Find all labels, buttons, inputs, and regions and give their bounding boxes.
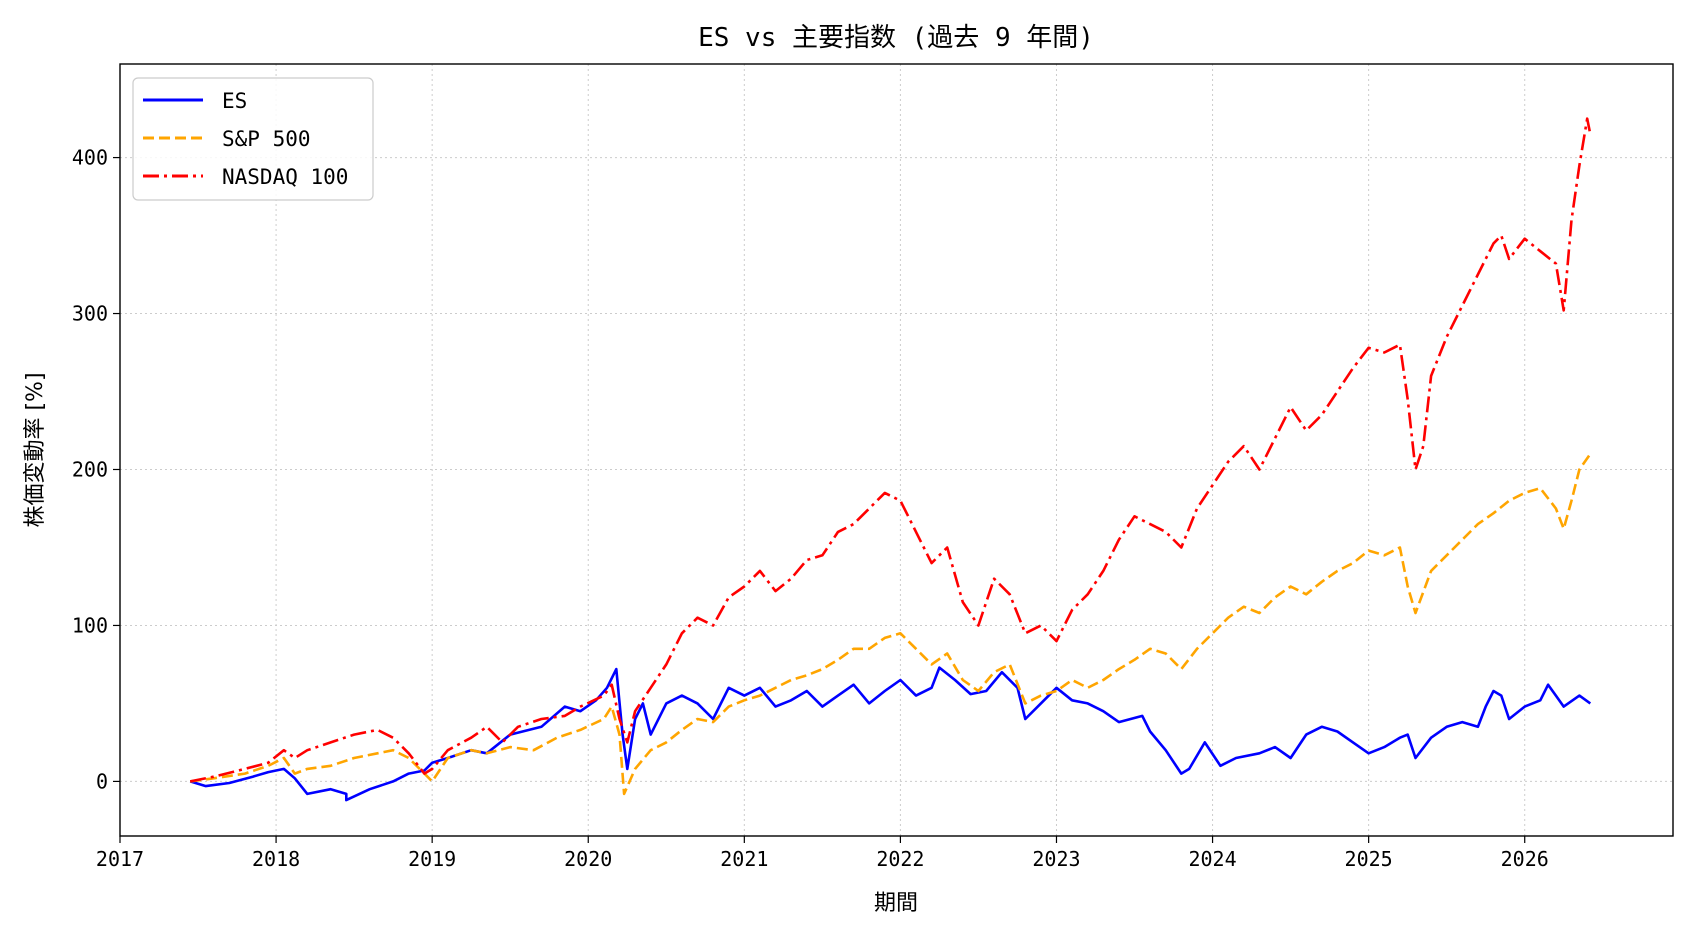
y-tick-label: 200: [72, 457, 108, 481]
x-tick-label: 2019: [408, 847, 456, 871]
chart-title: ES vs 主要指数 (過去 9 年間): [698, 23, 1094, 53]
y-tick-label: 100: [72, 613, 108, 637]
x-tick-label: 2018: [252, 847, 300, 871]
x-tick-label: 2026: [1501, 847, 1549, 871]
x-tick-label: 2023: [1032, 847, 1080, 871]
x-tick-label: 2024: [1188, 847, 1236, 871]
legend-label-nasdaq100: NASDAQ 100: [222, 165, 348, 189]
y-tick-label: 400: [72, 146, 108, 170]
ticks-layer: 2017 2018 2019 2020 2021 2022 2023 2024 2025 2026…: [72, 146, 1549, 871]
x-tick-label: 2022: [876, 847, 924, 871]
legend: ES S&P 500 NASDAQ 100: [132, 77, 374, 201]
y-axis-title: 株価変動率 [%]: [23, 372, 48, 527]
plot-frame: [119, 63, 1674, 837]
legend-box: [132, 77, 374, 201]
series-layer: [189, 117, 1592, 802]
x-axis-title: 期間: [874, 891, 918, 916]
series-line-sp500: [190, 453, 1592, 796]
y-tick-label: 300: [72, 302, 108, 326]
series-line-nasdaq100: [189, 117, 1592, 783]
x-tick-label: 2020: [564, 847, 612, 871]
x-tick-label: 2025: [1345, 847, 1393, 871]
x-tick-label: 2021: [720, 847, 768, 871]
y-tick-label: 0: [96, 769, 108, 793]
legend-label-es: ES: [222, 89, 247, 113]
legend-label-sp500: S&P 500: [222, 127, 311, 151]
x-tick-label: 2017: [96, 847, 144, 871]
